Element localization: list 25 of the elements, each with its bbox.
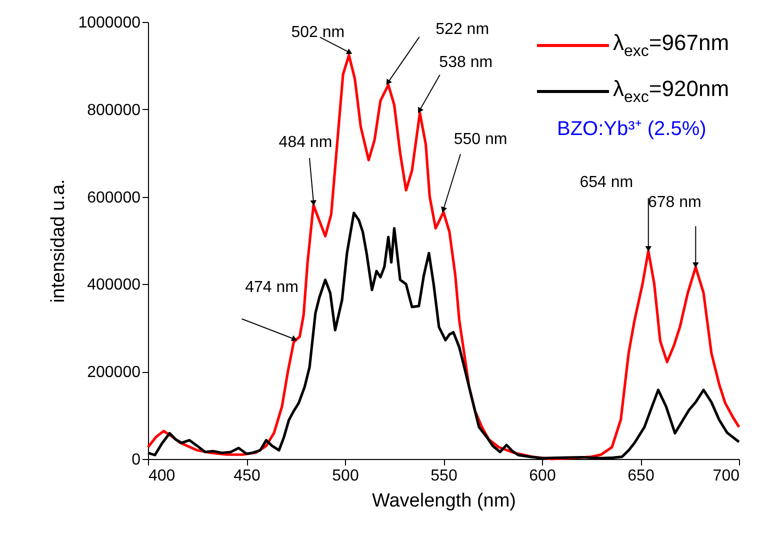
annotation: 550 nm: [454, 131, 508, 148]
legend-label: λ$_{exc}$=967nm: [613, 30, 730, 60]
x-axis-title: Wavelength (nm): [372, 490, 516, 512]
x-tick-label: 700: [712, 468, 740, 484]
annotation: 538 nm: [439, 54, 493, 71]
y-tick-label: 800000: [87, 102, 141, 119]
annotation: 522 nm: [436, 20, 490, 38]
y-tick-label: 200000: [87, 364, 141, 382]
x-tick-label: 550: [430, 468, 458, 484]
annotation: 502 nm: [291, 24, 345, 42]
annotation: BZO:Yb³⁺ (2.5%): [557, 117, 708, 141]
x-tick-label: 400: [148, 468, 176, 484]
x-tick-label: 650: [628, 468, 654, 484]
y-tick-label: 0: [132, 452, 141, 468]
x-tick-label: 600: [529, 468, 556, 484]
y-tick-label: 600000: [87, 189, 141, 206]
annotation: 484 nm: [278, 134, 332, 152]
x-tick-label: 500: [332, 468, 359, 484]
annotation: 654 nm: [580, 174, 634, 191]
y-axis-title: intensidad u.a.: [48, 179, 70, 303]
y-tick-label: 400000: [87, 276, 141, 294]
annotation: 474 nm: [245, 278, 298, 296]
y-tick-label: 1000000: [78, 14, 141, 32]
legend-label: λ$_{exc}$=920nm: [613, 76, 730, 106]
x-tick-label: 450: [234, 468, 260, 484]
